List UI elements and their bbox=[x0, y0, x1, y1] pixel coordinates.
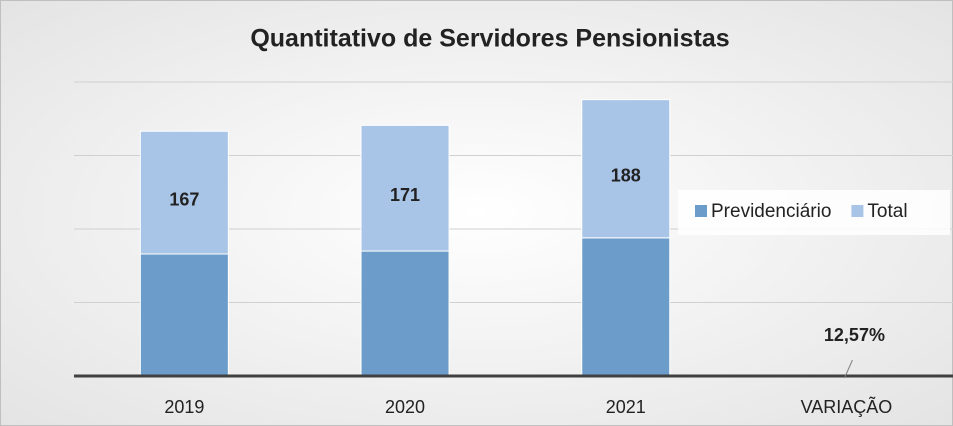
legend-box bbox=[678, 190, 950, 235]
legend-swatch bbox=[695, 205, 707, 217]
legend: Previdenciário Total bbox=[678, 190, 950, 235]
x-tick-label: VARIAÇÃO bbox=[801, 396, 893, 417]
bar-segment bbox=[139, 253, 229, 377]
legend-swatch bbox=[851, 205, 864, 217]
x-tick-label: 2021 bbox=[606, 397, 646, 417]
data-label: 188 bbox=[611, 165, 641, 185]
bar-segment bbox=[139, 130, 229, 255]
bar-segment bbox=[581, 99, 671, 239]
bar-segment bbox=[360, 124, 450, 252]
legend-label: Previdenciário bbox=[711, 201, 831, 222]
x-tick-label: 2019 bbox=[164, 397, 204, 417]
chart-title: Quantitativo de Servidores Pensionistas bbox=[250, 25, 729, 53]
bar-segment bbox=[581, 237, 671, 377]
x-tick-label: 2020 bbox=[385, 397, 425, 417]
legend-label: Total bbox=[867, 201, 907, 222]
annotation: 12,57% bbox=[824, 325, 885, 345]
annotation-leader bbox=[843, 359, 853, 379]
data-label: 171 bbox=[390, 185, 420, 205]
data-label: 167 bbox=[169, 189, 199, 209]
bar-segment bbox=[360, 250, 450, 377]
